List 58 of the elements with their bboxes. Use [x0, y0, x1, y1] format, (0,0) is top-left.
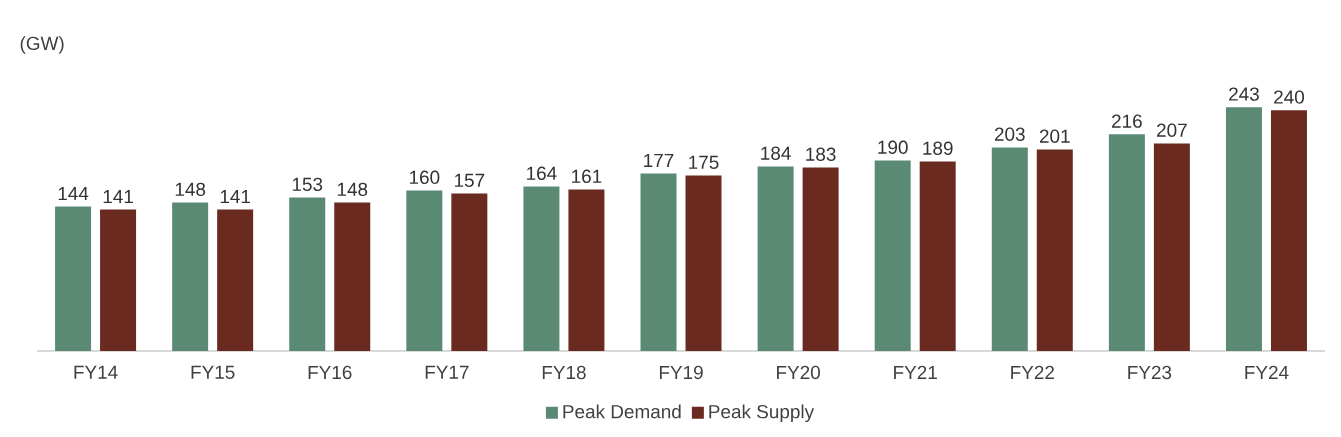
- data-label: 201: [1039, 129, 1070, 143]
- data-label: 148: [337, 182, 368, 197]
- data-label: 141: [220, 190, 251, 204]
- bar: [1270, 110, 1307, 351]
- x-tick-label: FY17: [425, 365, 469, 379]
- data-label: 164: [527, 166, 557, 181]
- data-label: 161: [572, 169, 602, 184]
- data-label: 153: [292, 177, 323, 192]
- data-label: 216: [1112, 114, 1142, 128]
- x-tick-label: FY15: [191, 365, 235, 379]
- legend-label: Peak Supply: [709, 404, 815, 423]
- y-axis-title: (GW): [20, 36, 64, 54]
- bar: [289, 197, 326, 351]
- bar: [172, 202, 209, 351]
- data-label: 157: [454, 173, 485, 188]
- bar: [640, 173, 677, 351]
- data-label: 160: [409, 170, 440, 185]
- bar: [451, 193, 488, 351]
- bar: [1225, 107, 1262, 351]
- data-label: 189: [923, 141, 953, 155]
- bar: [55, 206, 92, 351]
- x-tick-label: FY16: [308, 365, 352, 380]
- x-tick-label: FY18: [542, 365, 586, 380]
- bar: [1153, 143, 1190, 351]
- bar: [685, 175, 722, 351]
- bar: [802, 167, 839, 351]
- bar: [523, 186, 560, 351]
- x-tick-label: FY24: [1245, 365, 1289, 379]
- bar: [757, 166, 794, 351]
- x-tick-label: FY20: [777, 365, 820, 380]
- x-tick-label: FY22: [1011, 365, 1054, 379]
- bar: [406, 190, 443, 351]
- data-label: 177: [644, 153, 674, 167]
- x-tick-label: FY23: [1128, 365, 1172, 380]
- bar: [334, 202, 371, 351]
- bar: [1108, 134, 1145, 351]
- bar: [991, 147, 1028, 351]
- data-label: 190: [878, 140, 908, 154]
- data-label: 148: [175, 182, 206, 197]
- data-label: 240: [1274, 90, 1304, 104]
- legend-label: Peak Demand: [563, 404, 681, 419]
- x-tick-label: FY19: [659, 365, 703, 380]
- data-label: 144: [58, 187, 89, 201]
- bar: [1036, 149, 1073, 351]
- x-tick-label: FY21: [894, 365, 937, 379]
- data-label: 203: [994, 127, 1025, 141]
- x-tick-label: FY14: [74, 365, 118, 379]
- bar: [874, 160, 911, 351]
- data-label: 175: [689, 155, 719, 169]
- data-label: 184: [761, 146, 791, 160]
- bar: [217, 209, 254, 351]
- data-label: 183: [806, 147, 836, 161]
- bar: [919, 161, 956, 351]
- bar: [568, 189, 605, 351]
- data-label: 243: [1229, 87, 1259, 101]
- data-label: 207: [1157, 123, 1187, 137]
- bar: [100, 209, 137, 351]
- data-label: 141: [103, 190, 133, 204]
